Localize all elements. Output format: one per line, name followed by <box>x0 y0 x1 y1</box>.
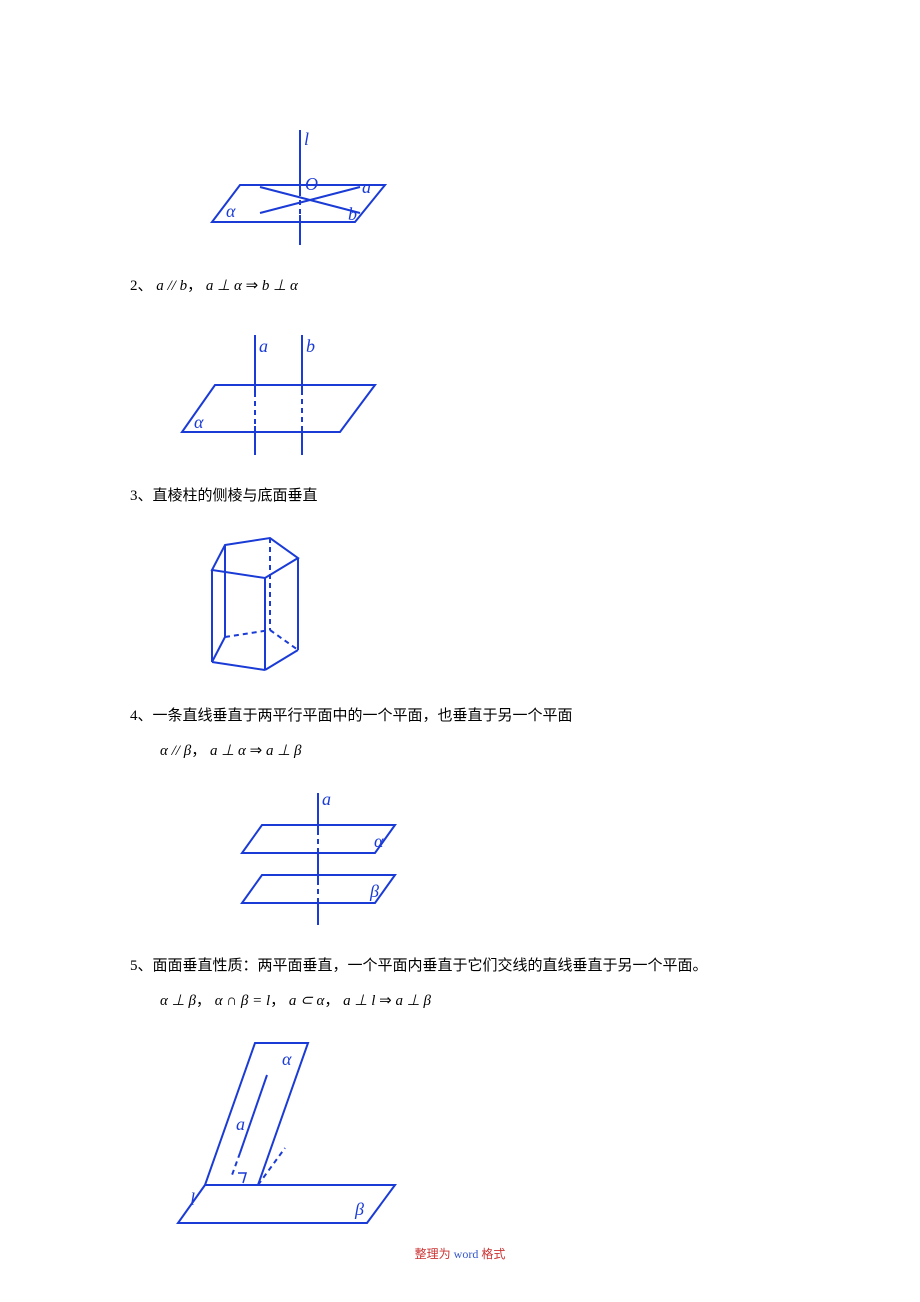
item-3: 3、直棱柱的侧棱与底面垂直 <box>130 483 790 510</box>
figure-4-svg: a α β <box>220 775 420 935</box>
figure-3-svg <box>170 520 340 685</box>
svg-text:a: a <box>362 177 371 197</box>
figure-4: a α β <box>220 775 790 935</box>
svg-text:l: l <box>190 1189 195 1209</box>
footer-cn: 整理为 <box>415 1247 451 1261</box>
page-content: lOabα 2、 a // b， a ⊥ α ⇒ b ⊥ α abα 3、直棱柱… <box>0 0 920 1235</box>
svg-text:α: α <box>374 831 384 851</box>
item-5-number: 5、 <box>130 958 153 974</box>
footer-cn2: 格式 <box>481 1247 505 1261</box>
figure-2: a b α <box>170 310 790 465</box>
svg-text:β: β <box>354 1199 364 1219</box>
svg-text:a: a <box>236 1114 245 1134</box>
page-footer: 整理为 word 格式 <box>0 1245 920 1262</box>
svg-text:α: α <box>226 201 236 221</box>
figure-2-svg: a b α <box>170 310 390 465</box>
svg-text:b: b <box>348 204 357 224</box>
svg-text:β: β <box>369 881 379 901</box>
item-5: 5、面面垂直性质：两平面垂直，一个平面内垂直于它们交线的直线垂直于另一个平面。 … <box>130 953 790 1015</box>
item-4-text: 4、一条直线垂直于两平行平面中的一个平面，也垂直于另一个平面 <box>130 703 790 730</box>
item-3-number: 3、 <box>130 488 153 504</box>
svg-text:b: b <box>306 336 315 356</box>
figure-5-svg: αalβ <box>200 1025 430 1235</box>
item-4: 4、一条直线垂直于两平行平面中的一个平面，也垂直于另一个平面 α // β， a… <box>130 703 790 765</box>
footer-en: word <box>451 1247 482 1261</box>
figure-5: αalβ <box>200 1025 790 1235</box>
svg-text:α: α <box>194 412 204 432</box>
figure-3 <box>170 520 790 685</box>
item-2-formula: 2、 a // b， a ⊥ α ⇒ b ⊥ α <box>130 273 790 300</box>
item-5-text: 5、面面垂直性质：两平面垂直，一个平面内垂直于它们交线的直线垂直于另一个平面。 <box>130 953 790 980</box>
svg-text:α: α <box>282 1049 292 1069</box>
item-2: 2、 a // b， a ⊥ α ⇒ b ⊥ α <box>130 273 790 300</box>
figure-1: l Oab α <box>200 105 790 255</box>
svg-text:l: l <box>304 129 309 149</box>
svg-text:a: a <box>259 336 268 356</box>
figure-1-svg: l Oab α <box>200 105 410 255</box>
item-2-number: 2、 <box>130 278 153 294</box>
svg-text:O: O <box>305 174 318 194</box>
item-5-formula: α ⊥ β， α ∩ β = l， a ⊂ α， a ⊥ l ⇒ a ⊥ β <box>160 988 790 1015</box>
item-4-formula: α // β， a ⊥ α ⇒ a ⊥ β <box>160 738 790 765</box>
item-4-number: 4、 <box>130 708 153 724</box>
item-3-text: 3、直棱柱的侧棱与底面垂直 <box>130 483 790 510</box>
svg-text:a: a <box>322 789 331 809</box>
